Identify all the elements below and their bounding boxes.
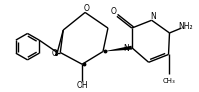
Text: N: N xyxy=(150,12,155,21)
Polygon shape xyxy=(103,46,132,52)
Text: O: O xyxy=(83,4,89,13)
Text: O: O xyxy=(111,7,117,16)
Text: N: N xyxy=(123,44,129,53)
Text: OH: OH xyxy=(76,81,88,90)
Text: O: O xyxy=(51,49,57,58)
Text: NH₂: NH₂ xyxy=(178,22,193,31)
Text: CH₃: CH₃ xyxy=(162,78,175,84)
